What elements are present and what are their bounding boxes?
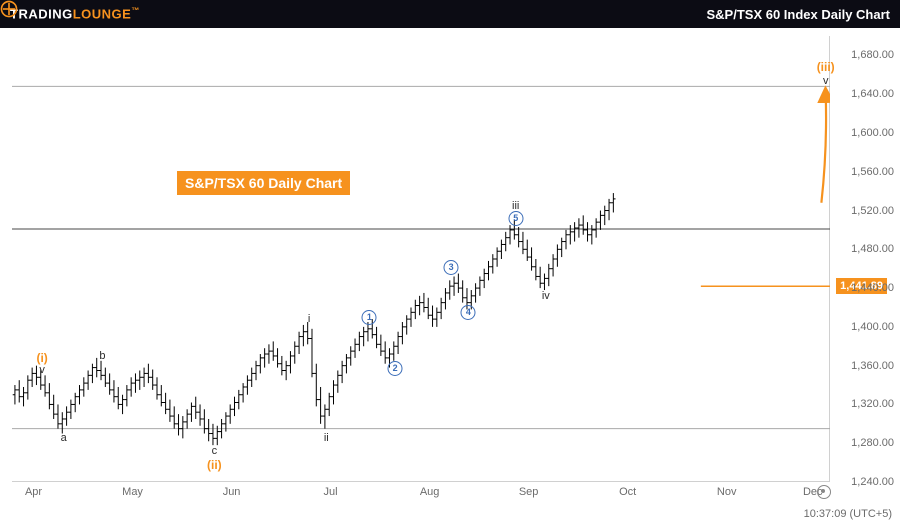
y-axis: 1,240.001,280.001,320.001,360.001,400.00…: [832, 36, 900, 482]
x-axis-label: Oct: [619, 486, 636, 498]
y-axis-label: 1,280.00: [851, 437, 894, 449]
chart-title-badge: S&P/TSX 60 Daily Chart: [177, 171, 350, 195]
brand-name-2: LOUNGE: [73, 7, 132, 22]
x-axis-label: Jun: [223, 486, 241, 498]
wave-label: iv: [542, 290, 550, 302]
wave-label: 3: [444, 259, 459, 275]
x-axis-label: Jul: [324, 486, 338, 498]
y-axis-label: 1,440.00: [851, 282, 894, 294]
wave-label: iii: [512, 200, 519, 212]
chart-svg: [12, 36, 830, 482]
wave-label: 5: [508, 210, 523, 226]
wave-label: v: [39, 364, 45, 376]
wave-label: v: [823, 75, 829, 87]
x-axis-label: Nov: [717, 486, 737, 498]
brand: TRADINGLOUNGE™: [10, 6, 139, 21]
brand-logo-icon: [0, 0, 18, 18]
chart-frame: TRADINGLOUNGE™ S&P/TSX 60 Index Daily Ch…: [0, 0, 900, 522]
wave-label: c: [212, 445, 218, 457]
wave-label: a: [61, 432, 67, 444]
topbar: TRADINGLOUNGE™ S&P/TSX 60 Index Daily Ch…: [0, 0, 900, 28]
chart-plot-area: S&P/TSX 60 Daily Chart 1,441.89 (i)vabc(…: [12, 36, 830, 482]
target-icon: [817, 485, 831, 499]
wave-label: 1: [362, 309, 377, 325]
y-axis-label: 1,360.00: [851, 360, 894, 372]
y-axis-label: 1,480.00: [851, 243, 894, 255]
x-axis-label: May: [122, 486, 143, 498]
x-axis-label: Apr: [25, 486, 42, 498]
x-axis: AprMayJunJulAugSepOctNovDec: [12, 484, 830, 504]
y-axis-label: 1,320.00: [851, 398, 894, 410]
x-axis-label: Sep: [519, 486, 539, 498]
y-axis-label: 1,680.00: [851, 49, 894, 61]
x-axis-label: Aug: [420, 486, 440, 498]
y-axis-label: 1,520.00: [851, 205, 894, 217]
wave-label: 2: [388, 360, 403, 376]
brand-name-1: TRADING: [10, 7, 73, 22]
wave-label: ii: [324, 432, 329, 444]
y-axis-label: 1,240.00: [851, 476, 894, 488]
wave-label: b: [99, 350, 105, 362]
brand-tm: ™: [131, 6, 139, 15]
y-axis-label: 1,560.00: [851, 166, 894, 178]
wave-label: 4: [461, 304, 476, 320]
y-axis-label: 1,640.00: [851, 88, 894, 100]
wave-label: i: [308, 313, 310, 325]
y-axis-label: 1,600.00: [851, 127, 894, 139]
wave-label: (ii): [207, 458, 222, 472]
timestamp: 10:37:09 (UTC+5): [804, 508, 892, 520]
header-right-title: S&P/TSX 60 Index Daily Chart: [706, 7, 890, 22]
y-axis-label: 1,400.00: [851, 321, 894, 333]
